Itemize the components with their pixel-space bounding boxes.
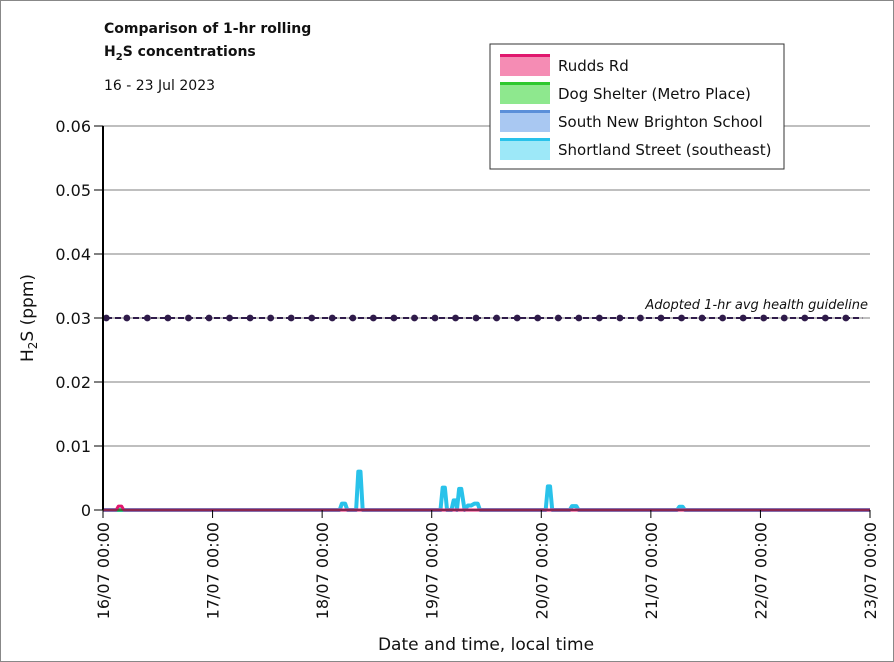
chart-title-rest: S concentrations [123,44,256,60]
guideline-marker [452,314,459,322]
x-tick-label: 20/07 00:00 [532,522,551,619]
y-axis-label-rest: S (ppm) [18,274,38,342]
x-tick-label: 19/07 00:00 [423,522,442,619]
guideline-marker [554,314,562,322]
guideline-marker [513,314,521,322]
x-axis-label: Date and time, local time [378,635,594,655]
guideline-marker [719,314,727,322]
guideline-marker [821,314,829,322]
x-tick-label: 23/07 00:00 [861,522,880,619]
chart-title-h: H [104,44,116,60]
x-ticks: 16/07 00:00 17/07 00:00 18/07 00:00 19/07 0… [94,510,880,619]
legend-swatch [500,138,550,160]
guideline-marker [595,314,603,322]
series-line-3 [103,469,870,512]
guideline-marker [472,314,480,322]
guideline-marker [575,314,583,322]
chart-title-sub: 2 [116,52,123,63]
guideline-marker [390,314,398,322]
guideline-marker [534,314,542,322]
guideline-marker [637,314,644,322]
y-tick-label: 0.06 [55,117,91,136]
legend: Rudds Rd Dog Shelter (Metro Place) South N… [489,43,785,170]
guideline-marker [369,314,377,322]
legend-label: South New Brighton School [558,113,763,131]
x-tick-label: 16/07 00:00 [94,522,113,619]
guideline-marker [164,314,172,322]
legend-swatch [500,110,550,132]
guideline-marker [760,314,768,322]
y-tick-label: 0.04 [55,245,91,264]
guideline-marker [657,314,665,322]
y-axis-label-h: H [18,349,38,362]
guideline: Adopted 1-hr avg health guideline [102,298,868,322]
guideline-marker [123,314,131,322]
guideline-marker [493,314,501,322]
guideline-marker [308,314,316,322]
chart-title-line1: Comparison of 1-hr rolling [104,21,311,37]
guideline-marker [431,314,439,322]
guideline-marker [801,314,809,322]
x-tick-label: 21/07 00:00 [642,522,661,619]
guideline-marker [185,314,192,322]
guideline-marker [246,314,254,322]
legend-label: Shortland Street (southeast) [558,141,771,159]
guideline-marker [287,314,295,322]
x-tick-label: 17/07 00:00 [204,522,223,619]
guideline-marker [143,314,151,322]
legend-swatch [500,82,550,104]
guideline-marker [842,314,850,322]
guideline-marker [328,314,336,322]
guideline-marker [411,314,418,322]
legend-label: Dog Shelter (Metro Place) [558,85,751,103]
x-tick-label: 18/07 00:00 [313,522,332,619]
guideline-marker [780,314,788,322]
guideline-marker [349,314,357,322]
y-tick-label: 0.03 [55,309,91,328]
y-tick-label: 0 [81,501,91,520]
y-tick-label: 0.02 [55,373,91,392]
y-tick-label: 0.01 [55,437,91,456]
guideline-marker [678,314,685,322]
guideline-label: Adopted 1-hr avg health guideline [644,298,868,313]
legend-swatch [500,54,550,76]
guideline-marker [616,314,624,322]
y-axis-label-sub: 2 [26,342,40,350]
x-tick-label: 22/07 00:00 [751,522,770,619]
guideline-marker [205,314,213,322]
guideline-marker [226,314,233,322]
chart-title-line2: H2S concentrations [104,44,256,63]
y-axis-label: H2S (ppm) [18,274,40,362]
guideline-marker [739,314,747,322]
y-tick-label: 0.05 [55,181,91,200]
guideline-marker [698,314,706,322]
y-ticks: 0 0.01 0.02 0.03 0.04 0.05 0.06 [55,117,103,520]
chart-subtitle: 16 - 23 Jul 2023 [104,78,215,94]
guideline-marker [102,314,110,322]
legend-label: Rudds Rd [558,57,629,75]
guideline-marker [267,314,275,322]
